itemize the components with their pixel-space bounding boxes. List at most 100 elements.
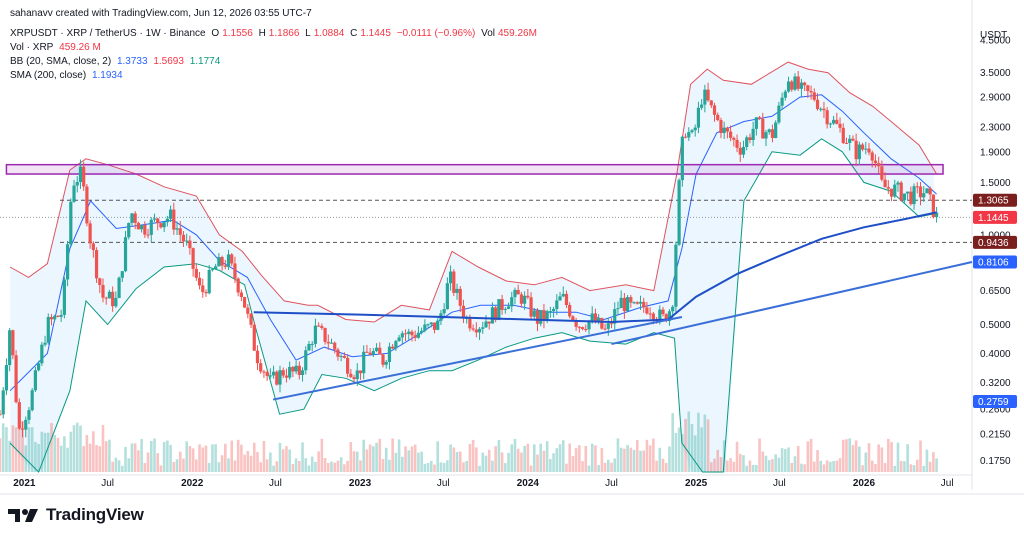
legend-bb-row[interactable]: BB (20, SMA, close, 2) 1.3733 1.5693 1.1… (10, 56, 223, 68)
volume-bar (558, 444, 562, 472)
candle-body (416, 332, 421, 338)
volume-bar (655, 460, 658, 472)
volume-bar (88, 443, 92, 472)
legend-vol-row[interactable]: Vol · XRP 459.26 M (10, 42, 104, 54)
candle-body (719, 120, 723, 134)
candle-body (374, 347, 379, 352)
candle-body (461, 305, 466, 319)
volume-bar (66, 447, 69, 472)
volume-bar (555, 448, 559, 472)
candle-body (156, 218, 160, 224)
legend-bb-basis: 1.3733 (116, 56, 148, 67)
candle-body (687, 132, 691, 138)
volume-bar (812, 461, 816, 472)
candle-body (661, 309, 665, 315)
candle-body (313, 325, 318, 344)
volume-bar (697, 412, 700, 472)
volume-bar (388, 459, 391, 472)
y-tick-label: 0.4000 (980, 349, 1011, 360)
volume-bar (504, 463, 507, 472)
volume-bar (172, 461, 176, 472)
volume-bar (471, 439, 475, 472)
volume-bar (516, 448, 520, 472)
volume-bar (526, 443, 530, 472)
volume-bar (458, 451, 462, 472)
candle-body (587, 320, 591, 330)
volume-bar (549, 459, 552, 472)
volume-bar (896, 442, 900, 472)
candle-body (268, 375, 272, 377)
volume-bar (256, 451, 259, 472)
volume-bar (191, 448, 195, 472)
candle-body (613, 309, 617, 324)
volume-bar (594, 445, 597, 472)
volume-bar (320, 438, 324, 472)
volume-bar (272, 465, 275, 472)
candle-body (101, 285, 105, 298)
volume-bar (111, 461, 114, 472)
candle-body (339, 355, 343, 357)
candle-body (107, 291, 112, 299)
candle-body (677, 180, 681, 245)
volume-bar (240, 444, 243, 472)
legend-symbol[interactable]: XRPUSDT · XRP / TetherUS · 1W · Binance (10, 28, 206, 39)
volume-bar (455, 452, 459, 472)
volume-bar (230, 440, 234, 472)
candle-body (384, 361, 388, 365)
volume-bar (648, 445, 652, 472)
volume-bar (832, 461, 835, 472)
candle-body (700, 104, 704, 108)
volume-bar (243, 454, 246, 472)
volume-bar (288, 449, 291, 472)
candle-body (738, 147, 742, 155)
volume-bar (532, 444, 536, 472)
legend-ohlc-h: H 1.1866 (258, 28, 300, 39)
candle-body (651, 313, 655, 320)
candle-body (30, 390, 34, 411)
volume-bar (552, 453, 555, 472)
candle-body (503, 308, 507, 310)
volume-bar (362, 439, 365, 472)
candle-body (902, 193, 907, 201)
volume-bar (578, 445, 581, 472)
candle-body (14, 355, 18, 403)
legend-symbol-row[interactable]: XRPUSDT · XRP / TetherUS · 1W · Binance … (10, 28, 540, 40)
currency-label[interactable]: USDT (980, 30, 1008, 41)
candle-body (172, 209, 176, 230)
candle-body (606, 323, 610, 329)
x-tick-label: 2022 (181, 478, 204, 489)
candle-body (500, 299, 504, 310)
candle-body (65, 244, 70, 280)
candle-body (423, 324, 427, 331)
volume-bar (34, 441, 37, 472)
volume-bar (149, 440, 153, 472)
candle-body (78, 166, 83, 183)
candle-body (519, 294, 524, 304)
volume-bar (63, 436, 66, 472)
candle-body (204, 292, 208, 294)
volume-bar (185, 441, 188, 472)
volume-bar (104, 441, 108, 472)
volume-bar (140, 439, 143, 472)
volume-bar (867, 443, 871, 472)
volume-bar (285, 446, 288, 472)
volume-bar (510, 444, 514, 472)
volume-bar (590, 443, 594, 472)
volume-bar (182, 458, 185, 472)
candle-body (368, 352, 372, 355)
volume-bar (333, 462, 337, 472)
candle-body (934, 212, 939, 218)
candle-body (635, 302, 639, 304)
volume-bar (851, 445, 855, 472)
volume-bar (475, 447, 478, 472)
tradingview-logo[interactable]: TradingView (8, 505, 144, 525)
volume-bar (310, 456, 314, 472)
candle-body (162, 222, 166, 228)
candle-body (584, 329, 588, 331)
candle-body (355, 370, 359, 380)
volume-bar (491, 460, 494, 472)
candle-body (838, 123, 842, 128)
legend-sma-row[interactable]: SMA (200, close) 1.1934 (10, 70, 126, 82)
candle-body (326, 341, 330, 344)
